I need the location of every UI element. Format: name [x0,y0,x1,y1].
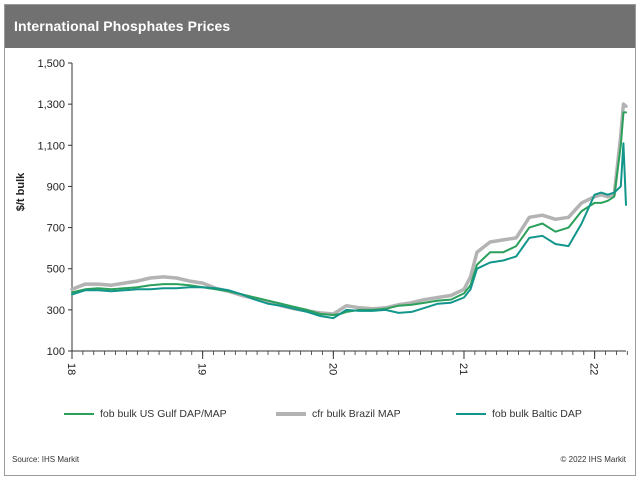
x-tick-label: 20 [326,363,338,375]
legend-label-baltic: fob bulk Baltic DAP [492,408,582,420]
legend-label-brazil: cfr bulk Brazil MAP [312,408,401,420]
axes [68,62,628,359]
series-line-2 [71,142,627,320]
y-tick-label: 1,500 [37,58,65,70]
x-tick-label: 22 [588,363,600,375]
x-tick-labels: 18 19 20 21 22 [65,363,600,375]
y-tick-label: 500 [47,264,65,276]
legend-swatch-brazil [276,412,306,416]
legend-item-us-gulf: fob bulk US Gulf DAP/MAP [64,404,227,424]
series-layer [70,102,628,320]
legend-label-us-gulf: fob bulk US Gulf DAP/MAP [100,408,227,420]
y-tick-label: 700 [47,223,65,235]
x-tick-label: 21 [457,363,469,375]
chart-title: International Phosphates Prices [14,18,231,34]
source-note: Source: IHS Markit [12,455,80,464]
y-tick-label: 300 [47,305,65,317]
y-tick-labels: 100 300 500 700 900 1,100 1,300 1,500 [37,58,65,358]
y-tick-label: 900 [47,181,65,193]
series-line-1 [70,102,628,316]
legend-item-baltic: fob bulk Baltic DAP [456,404,582,424]
x-tick-label: 18 [65,363,77,375]
y-tick-label: 100 [47,346,65,358]
copyright-note: © 2022 IHS Markit [560,455,626,464]
y-tick-label: 1,100 [37,140,65,152]
legend-item-brazil: cfr bulk Brazil MAP [276,404,401,424]
legend-swatch-baltic [456,413,486,415]
chart-frame: International Phosphates Prices [4,4,636,476]
legend: fob bulk US Gulf DAP/MAP cfr bulk Brazil… [0,404,640,424]
y-tick-label: 1,300 [37,99,65,111]
legend-swatch-us-gulf [64,413,94,415]
y-axis-title: $/t bulk [15,172,27,211]
x-tick-label: 19 [196,363,208,375]
chart-header: International Phosphates Prices [5,5,635,48]
